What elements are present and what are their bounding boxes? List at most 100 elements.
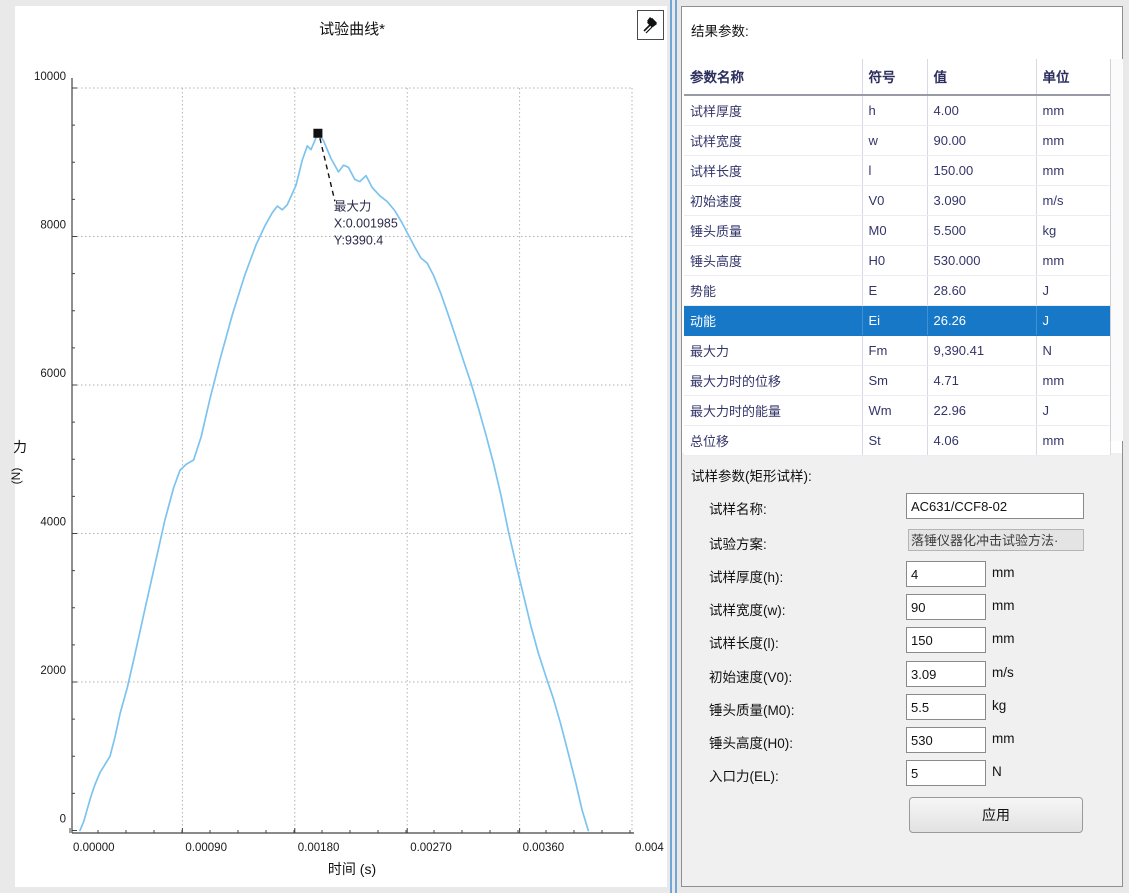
pushpin-icon — [643, 17, 657, 34]
table-row[interactable]: 锤头质量 M0 5.500 kg — [684, 215, 1111, 246]
table-cell: mm — [1036, 125, 1111, 156]
table-cell: St — [862, 425, 928, 456]
field-input[interactable] — [906, 760, 986, 786]
table-cell: 初始速度 — [684, 185, 863, 216]
table-cell: H0 — [862, 245, 928, 276]
max-force-annotation-line: 最大力 — [334, 199, 372, 213]
field-label: 试验方案: — [709, 537, 767, 552]
x-tick-label: 0.004 — [635, 842, 664, 854]
table-cell: 5.500 — [927, 215, 1037, 246]
table-cell: mm — [1036, 155, 1111, 186]
specimen-field-row: 锤头高度(H0): mm — [682, 727, 1122, 755]
y-tick-label: 4000 — [40, 517, 66, 529]
table-cell: J — [1036, 275, 1111, 306]
table-cell: 22.96 — [927, 395, 1037, 426]
specimen-field-row: 入口力(EL): N — [682, 760, 1122, 788]
table-cell: 28.60 — [927, 275, 1037, 306]
column-header[interactable]: 符号 — [862, 59, 928, 96]
splitter-bar — [675, 0, 677, 893]
chart-canvas — [15, 6, 667, 887]
table-cell: V0 — [862, 185, 928, 216]
field-label: 试样长度(l): — [709, 636, 779, 651]
table-cell: 26.26 — [927, 305, 1037, 336]
panel-splitter[interactable] — [668, 0, 681, 893]
specimen-field-row: 锤头质量(M0): kg — [682, 694, 1122, 722]
chart-panel: 0 2000 4000 6000 8000 10000 0.00000 0.00090 0.00… — [9, 6, 667, 887]
table-row[interactable]: 初始速度 V0 3.090 m/s — [684, 185, 1111, 216]
table-cell: 90.00 — [927, 125, 1037, 156]
column-header[interactable]: 参数名称 — [684, 59, 863, 96]
table-header-row: 参数名称 符号值单位 — [684, 59, 1111, 96]
test-method-field: 落锤仪器化冲击试验方法· — [908, 529, 1084, 551]
field-input[interactable] — [906, 694, 986, 720]
field-unit-label: N — [992, 764, 1002, 779]
table-row[interactable]: 动能 Ei 26.26 J — [684, 305, 1111, 336]
column-header[interactable]: 单位 — [1036, 59, 1111, 96]
table-cell: m/s — [1036, 185, 1111, 216]
field-label: 入口力(EL): — [709, 769, 779, 784]
apply-button[interactable]: 应用 — [909, 797, 1083, 833]
field-input[interactable] — [906, 493, 1084, 519]
table-row[interactable]: 最大力 Fm 9,390.41 N — [684, 335, 1111, 366]
table-cell: mm — [1036, 425, 1111, 456]
annotation-pin-button[interactable] — [637, 10, 664, 40]
table-cell: Sm — [862, 365, 928, 396]
table-cell: mm — [1036, 245, 1111, 276]
x-tick-label: 0.00360 — [523, 842, 565, 854]
peak-marker — [313, 128, 323, 138]
table-row[interactable]: 势能 E 28.60 J — [684, 275, 1111, 306]
field-input[interactable] — [906, 561, 986, 587]
table-cell: 锤头质量 — [684, 215, 863, 246]
table-cell: J — [1036, 395, 1111, 426]
specimen-section-label: 试样参数(矩形试样): — [691, 469, 812, 484]
table-cell: 530.000 — [927, 245, 1037, 276]
table-cell: 试样宽度 — [684, 125, 863, 156]
field-input[interactable] — [906, 627, 986, 653]
table-row[interactable]: 试样厚度 h 4.00 mm — [684, 95, 1111, 126]
x-tick-label: 0.00000 — [73, 842, 115, 854]
table-cell: l — [862, 155, 928, 186]
table-row[interactable]: 锤头高度 H0 530.000 mm — [684, 245, 1111, 276]
table-row[interactable]: 最大力时的位移 Sm 4.71 mm — [684, 365, 1111, 396]
table-cell: 9,390.41 — [927, 335, 1037, 366]
field-unit-label: kg — [992, 698, 1007, 713]
field-label: 锤头质量(M0): — [709, 703, 795, 718]
field-unit-label: mm — [992, 731, 1015, 746]
table-cell: E — [862, 275, 928, 306]
table-cell: 最大力 — [684, 335, 863, 366]
table-cell: mm — [1036, 365, 1111, 396]
table-row[interactable]: 最大力时的能量 Wm 22.96 J — [684, 395, 1111, 426]
y-tick-label: 6000 — [40, 368, 66, 380]
field-unit-label: mm — [992, 565, 1015, 580]
field-unit-label: m/s — [992, 665, 1014, 680]
field-input[interactable] — [906, 727, 986, 753]
table-cell: 4.00 — [927, 95, 1037, 126]
field-input[interactable] — [906, 594, 986, 620]
y-tick-label: 2000 — [40, 665, 66, 677]
field-label: 初始速度(V0): — [709, 670, 793, 685]
table-cell: 试样厚度 — [684, 95, 863, 126]
x-tick-label: 0.00180 — [298, 842, 340, 854]
table-row[interactable]: 试样长度 l 150.00 mm — [684, 155, 1111, 186]
table-cell: 3.090 — [927, 185, 1037, 216]
table-cell: w — [862, 125, 928, 156]
field-label: 试样厚度(h): — [709, 570, 784, 585]
table-cell: kg — [1036, 215, 1111, 246]
table-scrollbar[interactable] — [1110, 59, 1123, 441]
field-label: 试样名称: — [709, 502, 767, 517]
table-cell: 总位移 — [684, 425, 863, 456]
column-header[interactable]: 值 — [927, 59, 1037, 96]
force-time-chart: 0 2000 4000 6000 8000 10000 0.00000 0.00090 0.00… — [9, 21, 664, 877]
field-input[interactable] — [906, 661, 986, 687]
table-row[interactable]: 总位移 St 4.06 mm — [684, 425, 1111, 456]
specimen-field-row: 试验方案: 落锤仪器化冲击试验方法· — [682, 528, 1122, 556]
specimen-field-row: 试样长度(l): mm — [682, 627, 1122, 655]
table-cell: h — [862, 95, 928, 126]
specimen-field-row: 试样宽度(w): mm — [682, 594, 1122, 622]
force-curve — [79, 132, 590, 832]
table-cell: J — [1036, 305, 1111, 336]
table-row[interactable]: 试样宽度 w 90.00 mm — [684, 125, 1111, 156]
y-tick-label: 8000 — [40, 220, 66, 232]
results-section: 结果参数: 参数名称 符号值单位 试样厚度 h 4.00 mm 试样宽度 w 90.00 mm 试… — [682, 7, 1123, 456]
table-cell: 动能 — [684, 305, 863, 336]
